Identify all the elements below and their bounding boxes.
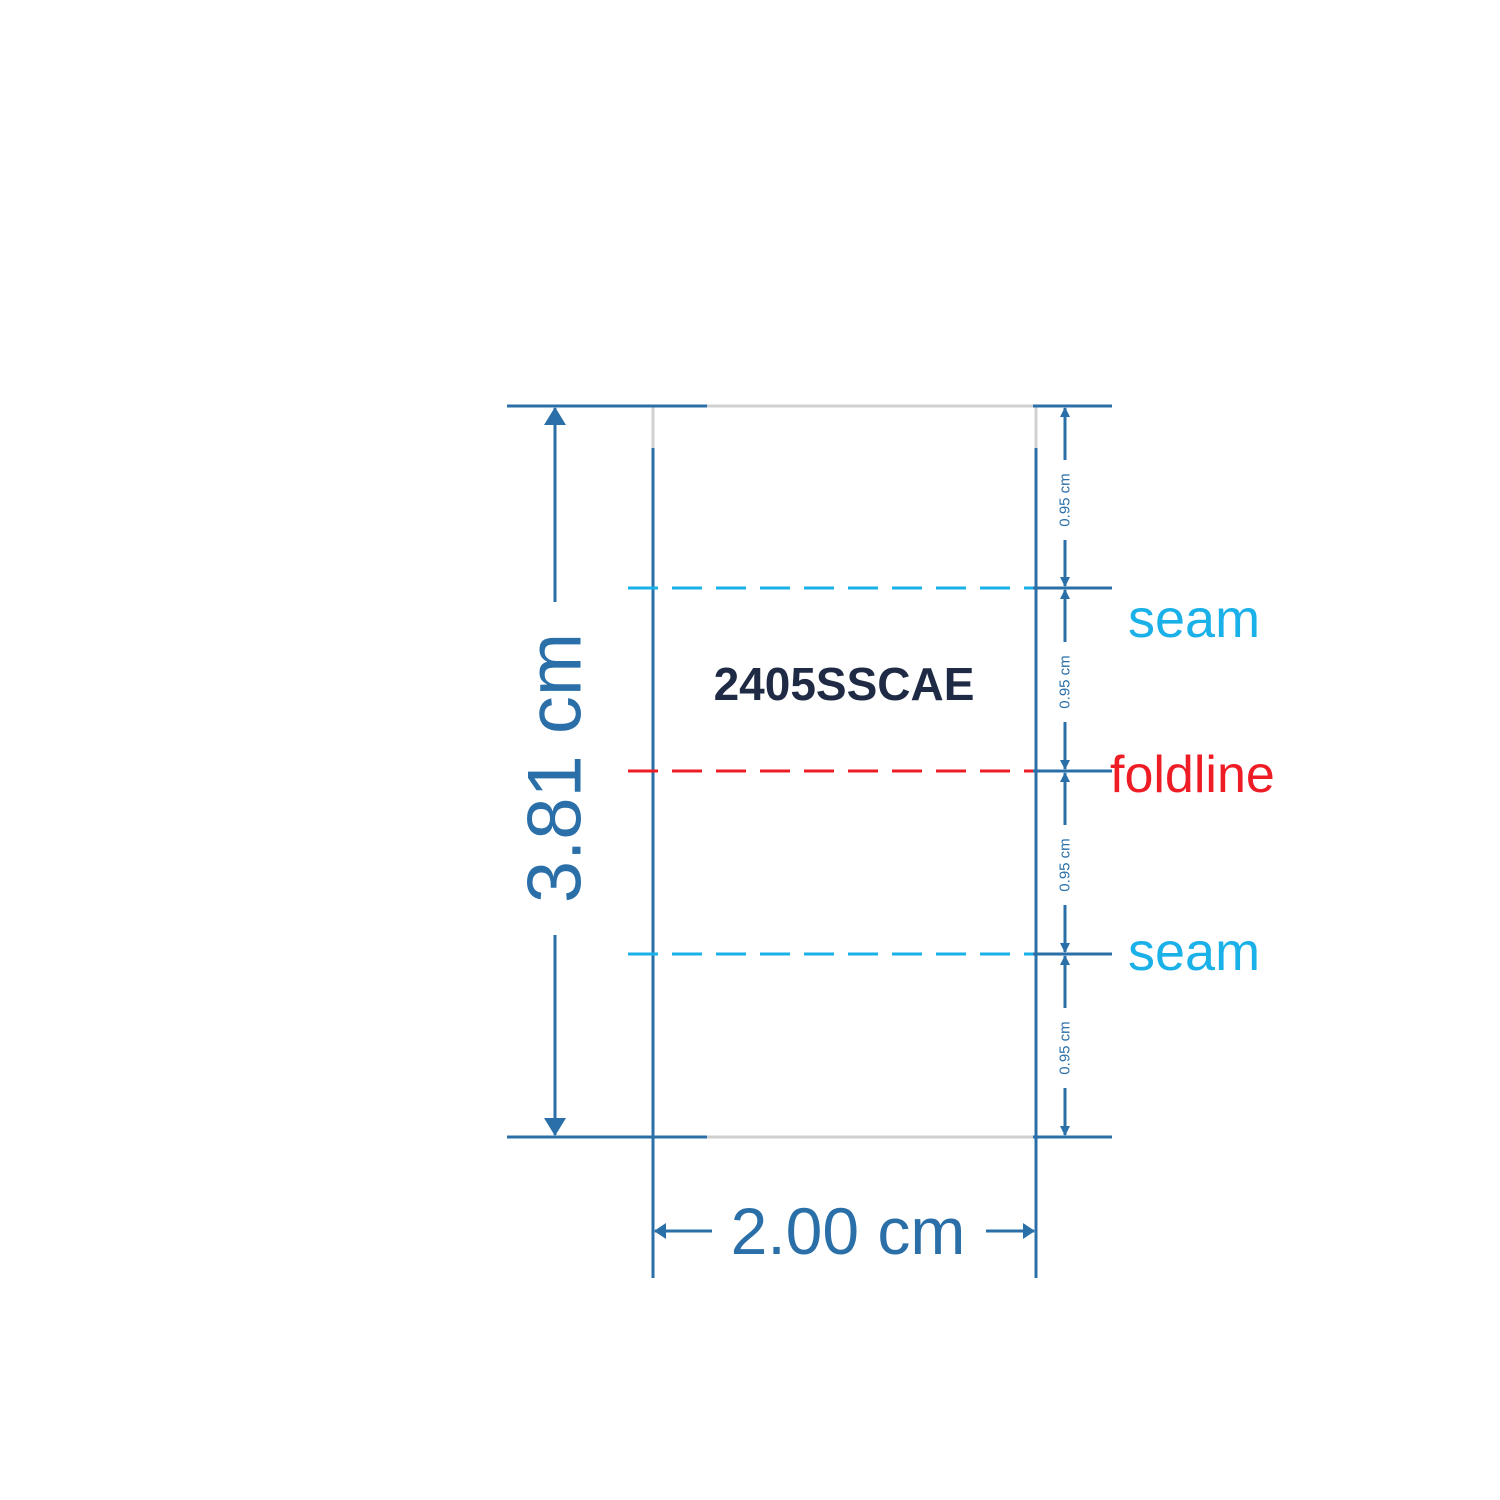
height-dimension-label: 3.81 cm xyxy=(513,633,598,903)
seam-bottom-label: seam xyxy=(1128,922,1260,982)
segment-dimension-label-2: 0.95 cm xyxy=(1057,655,1074,708)
seam-top-label: seam xyxy=(1128,589,1260,649)
extension-lines xyxy=(507,404,1112,1278)
foldline-label: foldline xyxy=(1110,746,1275,804)
segment-dimension-label-4: 0.95 cm xyxy=(1057,1021,1074,1074)
label-code: 2405SSCAE xyxy=(714,658,975,710)
segment-dimension-label-1: 0.95 cm xyxy=(1057,473,1074,526)
segment-dimension-label-3: 0.95 cm xyxy=(1057,838,1074,891)
width-dimension: 2.00 cm xyxy=(654,1194,1035,1268)
height-dimension: 3.81 cm xyxy=(513,407,598,1136)
width-dimension-label: 2.00 cm xyxy=(731,1194,966,1268)
label-outline xyxy=(651,404,1038,1139)
